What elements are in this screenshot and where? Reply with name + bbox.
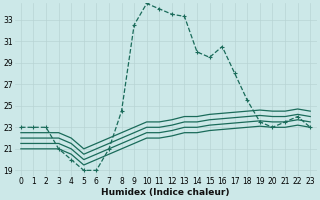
X-axis label: Humidex (Indice chaleur): Humidex (Indice chaleur) (101, 188, 230, 197)
